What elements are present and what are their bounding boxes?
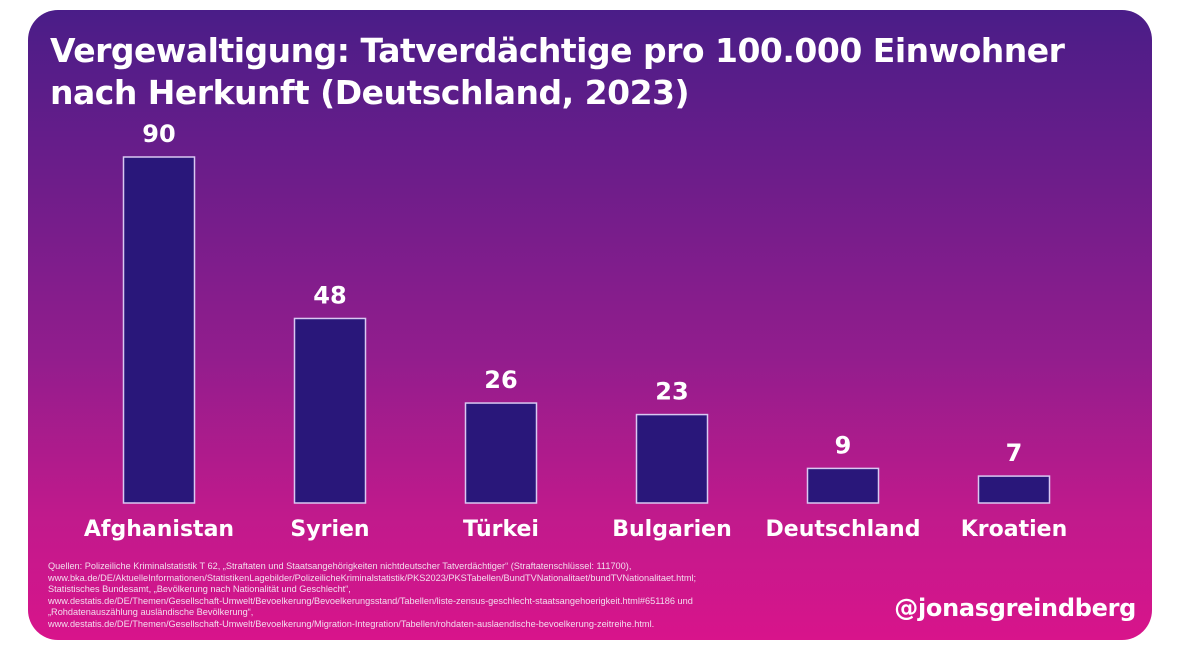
author-handle: @jonasgreindberg xyxy=(894,594,1136,622)
chart-title-line-1: Vergewaltigung: Tatverdächtige pro 100.0… xyxy=(50,31,1065,70)
source-line: www.destatis.de/DE/Themen/Gesellschaft-U… xyxy=(48,618,655,629)
bar-syrien xyxy=(293,317,367,504)
value-label: 26 xyxy=(484,366,517,394)
category-label: Bulgarien xyxy=(612,517,732,542)
bar-bulgarien xyxy=(635,413,709,504)
category-label: Türkei xyxy=(463,517,539,542)
sources-footnote: Quellen: Polizeiliche Kriminalstatistik … xyxy=(48,561,868,631)
bar-türkei xyxy=(464,402,538,504)
chart-card: 90 Afghanistan 48 Syrien 26 Türkei 23 Bulgarien… xyxy=(28,10,1152,640)
source-line: www.bka.de/DE/AktuelleInformationen/Stat… xyxy=(48,572,697,583)
value-label: 90 xyxy=(142,120,175,148)
chart-title-line-2: nach Herkunft (Deutschland, 2023) xyxy=(50,73,690,112)
chart-title: Vergewaltigung: Tatverdächtige pro 100.0… xyxy=(50,30,1140,114)
category-label: Afghanistan xyxy=(84,517,234,542)
bar-chart: 90 Afghanistan 48 Syrien 26 Türkei 23 Bulgarien… xyxy=(84,120,1068,542)
value-label: 23 xyxy=(655,378,688,406)
bar-afghanistan xyxy=(122,156,196,504)
value-label: 48 xyxy=(313,281,346,309)
source-line: Statistisches Bundesamt, „Bevölkerung na… xyxy=(48,584,351,595)
category-label: Syrien xyxy=(290,517,369,542)
source-line: Quellen: Polizeiliche Kriminalstatistik … xyxy=(48,561,632,571)
source-line: „Rohdatenauszählung ausländische Bevölke… xyxy=(48,607,254,618)
bar-deutschland xyxy=(806,467,880,504)
value-label: 9 xyxy=(835,431,852,459)
source-line: www.destatis.de/DE/Themen/Gesellschaft-U… xyxy=(48,595,693,606)
value-label: 7 xyxy=(1006,439,1023,467)
category-label: Deutschland xyxy=(766,517,921,542)
bar-kroatien xyxy=(977,475,1051,504)
category-label: Kroatien xyxy=(961,517,1068,542)
